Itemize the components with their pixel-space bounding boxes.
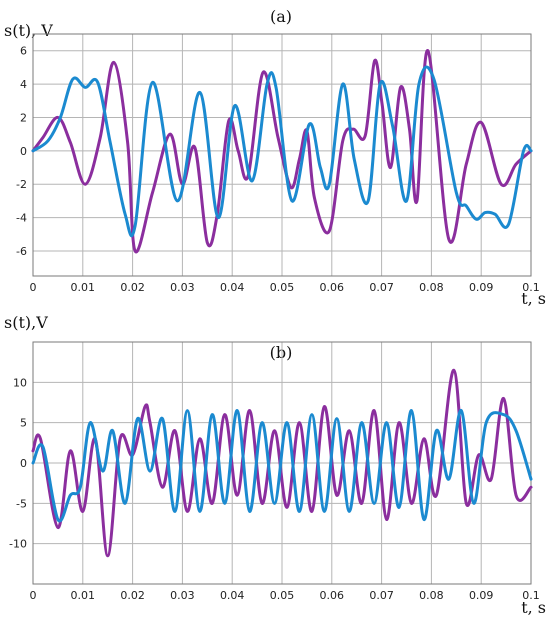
chart-a-series-line-1 [31,49,533,254]
chart-a-x-tick-label: 0.05 [270,281,295,294]
chart-a-plot-area [32,33,532,277]
chart-b-y-tick-label: -10 [9,538,27,551]
chart-b-x-tick-label: 0.07 [369,589,394,602]
chart-a-x-tick-label: 0.1 [522,281,540,294]
chart-b-x-tick-label: 0.09 [469,589,494,602]
chart-b-x-tick-label: 0.1 [522,589,540,602]
chart-b-x-tick-label: 0.01 [71,589,96,602]
chart-b-x-tick-label: 0.05 [270,589,295,602]
chart-a-y-tick-label: 0 [20,145,27,158]
chart-a-title: (a) [270,7,292,26]
chart-a-y-tick-label: -6 [16,245,27,258]
chart-b-x-tick-label: 0.04 [220,589,245,602]
chart-b-x-tick-label: 0 [30,589,37,602]
chart-a-x-tick-label: 0.08 [419,281,444,294]
chart-a-x-tick-label: 0.04 [220,281,245,294]
chart-a-series-line-2 [31,65,533,238]
chart-a-y-tick-label: 2 [20,111,27,124]
chart-a-x-tick-label: 0.06 [320,281,345,294]
chart-b-y-tick-label: 5 [20,417,27,430]
chart-b-y-tick-label: 10 [13,376,27,389]
chart-a-x-tick-label: 0.09 [469,281,494,294]
chart-a-y-axis-label: s(t), V [4,21,53,40]
chart-a-x-tick-label: 0.01 [71,281,96,294]
chart-b-x-tick-label: 0.03 [170,589,195,602]
chart-a-y-tick-label: -2 [16,178,27,191]
chart-a-x-tick-label: 0.02 [120,281,145,294]
chart-a-y-tick-label: 6 [20,45,27,58]
chart-a-x-axis-label: t, s [521,289,546,308]
chart-b-y-tick-label: 0 [20,457,27,470]
chart-panel-b: (b) s(t),V t, s 0 0.01 0.02 0.03 0.04 0.05 0.0… [4,313,546,617]
chart-a-x-tick-label: 0.07 [369,281,394,294]
chart-b-series-line-1 [31,368,533,558]
chart-b-title: (b) [270,343,293,362]
chart-b-y-axis-label: s(t),V [4,313,48,332]
chart-panel-a: (a) s(t), V t, s 0 0.01 0.02 0.03 0.04 0.05 0.… [4,7,546,308]
chart-a-y-tick-label: 4 [20,78,27,91]
chart-a-y-tick-label: -4 [16,212,27,225]
chart-a-x-tick-label: 0.03 [170,281,195,294]
chart-b-x-tick-label: 0.02 [120,589,145,602]
chart-b-series-line-2 [31,409,533,523]
chart-b-x-axis-label: t, s [521,598,546,617]
chart-b-x-tick-label: 0.08 [419,589,444,602]
chart-b-x-tick-label: 0.06 [320,589,345,602]
chart-a-x-tick-label: 0 [30,281,37,294]
chart-b-y-tick-label: -5 [16,497,27,510]
